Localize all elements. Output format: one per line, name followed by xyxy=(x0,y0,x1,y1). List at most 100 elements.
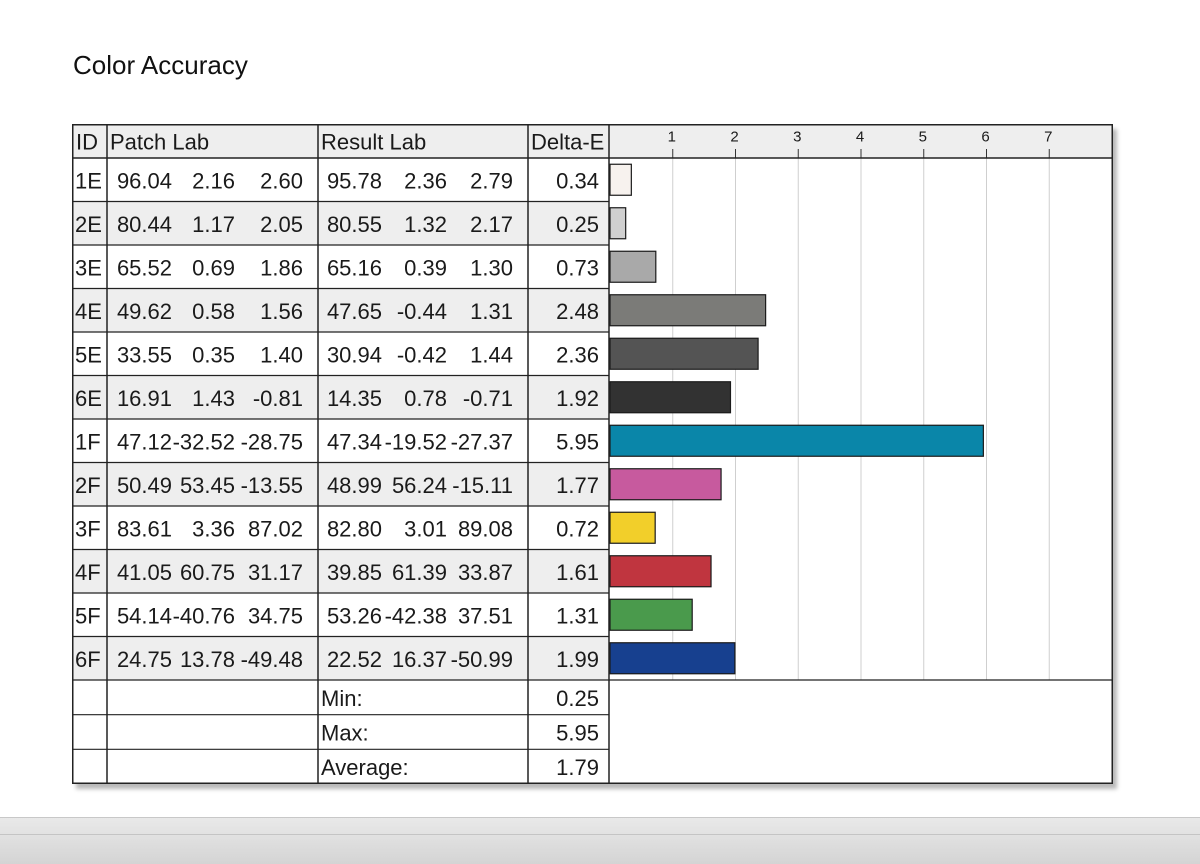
cell-patch-b: 2.60 xyxy=(260,168,303,193)
cell-id: 2F xyxy=(75,473,101,498)
cell-patch-b: -0.81 xyxy=(253,386,303,411)
row-stripe xyxy=(72,375,609,419)
cell-patch-l: 49.62 xyxy=(117,299,172,324)
cell-patch-a: -32.52 xyxy=(173,429,235,454)
cell-patch-a: -40.76 xyxy=(173,603,235,628)
bar-6F xyxy=(609,642,736,675)
bar-3E xyxy=(609,250,657,283)
cell-result-a: 56.24 xyxy=(392,473,447,498)
cell-result-l: 53.26 xyxy=(327,603,382,628)
cell-result-b: 2.17 xyxy=(470,212,513,237)
cell-result-l: 65.16 xyxy=(327,255,382,280)
cell-patch-b: -49.48 xyxy=(241,647,303,672)
tick-label: 7 xyxy=(1044,129,1052,146)
cell-patch-b: 1.40 xyxy=(260,342,303,367)
cell-id: 2E xyxy=(75,212,102,237)
summary-value: 0.25 xyxy=(556,686,599,711)
cell-result-a: 1.32 xyxy=(404,212,447,237)
cell-patch-b: 1.56 xyxy=(260,299,303,324)
cell-patch-b: 1.86 xyxy=(260,255,303,280)
cell-patch-b: 34.75 xyxy=(248,603,303,628)
cell-result-a: -0.44 xyxy=(397,299,447,324)
cell-result-b: 33.87 xyxy=(458,560,513,585)
cell-patch-l: 41.05 xyxy=(117,560,172,585)
cell-result-l: 47.34 xyxy=(327,429,382,454)
bar-4E xyxy=(609,294,767,327)
outer-border xyxy=(72,124,1113,784)
header-patch-lab: Patch Lab xyxy=(110,130,209,155)
tick-label: 4 xyxy=(856,129,864,146)
cell-patch-b: 31.17 xyxy=(248,560,303,585)
row-stripe xyxy=(72,636,609,680)
cell-id: 5F xyxy=(75,603,101,628)
cell-patch-l: 83.61 xyxy=(117,516,172,541)
bar-6E xyxy=(609,381,732,414)
cell-result-a: 16.37 xyxy=(392,647,447,672)
cell-result-a: -19.52 xyxy=(385,429,447,454)
cell-patch-a: 60.75 xyxy=(180,560,235,585)
page-title: Color Accuracy xyxy=(73,50,248,80)
cell-result-b: -0.71 xyxy=(463,386,513,411)
cell-result-b: 1.30 xyxy=(470,255,513,280)
row-stripe xyxy=(72,201,609,245)
header-result-lab: Result Lab xyxy=(321,130,426,155)
cell-delta-e: 1.99 xyxy=(556,647,599,672)
cell-patch-l: 54.14 xyxy=(117,603,172,628)
cell-id: 4F xyxy=(75,560,101,585)
cell-result-a: -42.38 xyxy=(385,603,447,628)
cell-result-l: 82.80 xyxy=(327,516,382,541)
cell-result-b: 89.08 xyxy=(458,516,513,541)
cell-id: 1E xyxy=(75,168,102,193)
cell-patch-a: 1.17 xyxy=(192,212,235,237)
bar-1F xyxy=(609,424,984,457)
header-id: ID xyxy=(76,130,98,155)
tick-label: 2 xyxy=(730,129,738,146)
tick-label: 3 xyxy=(793,129,801,146)
cell-result-b: -50.99 xyxy=(451,647,513,672)
cell-result-a: 2.36 xyxy=(404,168,447,193)
summary-value: 1.79 xyxy=(556,755,599,780)
cell-delta-e: 0.34 xyxy=(556,168,599,193)
cell-delta-e: 1.61 xyxy=(556,560,599,585)
cell-id: 3F xyxy=(75,516,101,541)
cell-id: 4E xyxy=(75,299,102,324)
bar-3F xyxy=(609,511,656,544)
cell-delta-e: 0.25 xyxy=(556,212,599,237)
cell-delta-e: 5.95 xyxy=(556,429,599,454)
cell-result-a: 0.78 xyxy=(404,386,447,411)
cell-result-l: 14.35 xyxy=(327,386,382,411)
cell-patch-l: 16.91 xyxy=(117,386,172,411)
cell-patch-b: 87.02 xyxy=(248,516,303,541)
summary-label: Min: xyxy=(321,686,363,711)
color-accuracy-report: 1 2 3 4 5 6 7 ID Patch Lab Result Lab Delta-E 1E 96.… xyxy=(72,124,1113,784)
cell-result-b: 1.31 xyxy=(470,299,513,324)
cell-delta-e: 2.36 xyxy=(556,342,599,367)
cell-result-a: 61.39 xyxy=(392,560,447,585)
cell-patch-l: 47.12 xyxy=(117,429,172,454)
cell-result-b: -15.11 xyxy=(452,473,513,498)
row-stripe xyxy=(72,549,609,593)
cell-delta-e: 0.72 xyxy=(556,516,599,541)
bar-1E xyxy=(609,163,632,196)
header-background xyxy=(72,124,1113,158)
bar-2F xyxy=(609,468,722,501)
cell-patch-a: 3.36 xyxy=(192,516,235,541)
cell-patch-a: 0.35 xyxy=(192,342,235,367)
tick-label: 5 xyxy=(919,129,927,146)
cell-result-l: 95.78 xyxy=(327,168,382,193)
cell-patch-a: 13.78 xyxy=(180,647,235,672)
row-stripe xyxy=(72,288,609,332)
cell-result-l: 47.65 xyxy=(327,299,382,324)
cell-patch-b: 2.05 xyxy=(260,212,303,237)
cell-patch-l: 33.55 xyxy=(117,342,172,367)
cell-delta-e: 0.73 xyxy=(556,255,599,280)
cell-patch-l: 50.49 xyxy=(117,473,172,498)
tick-label: 1 xyxy=(668,129,676,146)
cell-id: 6F xyxy=(75,647,101,672)
cell-id: 5E xyxy=(75,342,102,367)
bar-5E xyxy=(609,337,759,370)
cell-result-l: 80.55 xyxy=(327,212,382,237)
cell-patch-a: 1.43 xyxy=(192,386,235,411)
cell-id: 6E xyxy=(75,386,102,411)
cell-id: 1F xyxy=(75,429,101,454)
